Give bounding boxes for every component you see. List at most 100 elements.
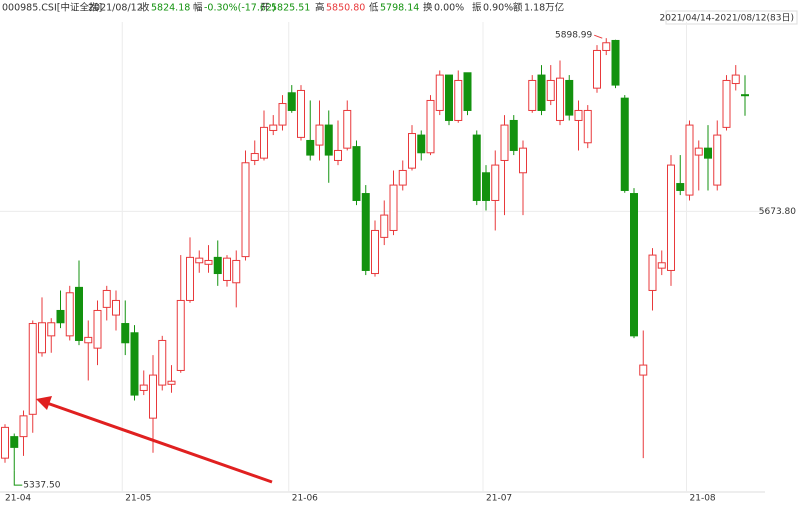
candle-body — [315, 124, 324, 146]
candle-body — [84, 336, 93, 344]
candle-body — [546, 79, 555, 101]
candle-body — [158, 339, 167, 386]
plot: 21-04 21-05 21-06 21-07 21-08 5673.80 5898.99 5… — [0, 22, 796, 504]
candle-body — [343, 109, 352, 149]
candle-body — [269, 124, 278, 131]
candle-body — [519, 147, 527, 174]
candle-body — [47, 322, 56, 337]
code: 000985.CSI[中证全指] — [2, 2, 102, 14]
label: 高 — [315, 2, 325, 14]
value: 1.18万亿 — [524, 2, 564, 14]
candle-body — [426, 99, 435, 154]
annotation-line — [13, 470, 23, 486]
value: 5824.18 — [151, 3, 190, 14]
candle-body — [287, 92, 296, 111]
candle-body — [509, 119, 518, 151]
candle-body — [195, 257, 204, 264]
candle-body — [250, 153, 259, 161]
candle-body — [417, 134, 426, 154]
candle-body — [352, 146, 361, 201]
candle-body — [408, 133, 416, 169]
candle-body — [334, 149, 342, 161]
x-tick-label: 21-04 — [5, 494, 31, 504]
x-tick-label: 21-08 — [690, 494, 716, 504]
candle-body — [297, 89, 305, 138]
candle-body — [19, 415, 28, 438]
value: 0.00% — [434, 3, 464, 14]
candle-body — [75, 286, 83, 341]
x-tick-label: 21-05 — [125, 494, 151, 504]
candle-body — [380, 214, 389, 238]
value: 5798.14 — [380, 3, 419, 14]
candle-body — [260, 126, 268, 159]
label: 换 — [423, 2, 433, 14]
label: 收 — [140, 2, 150, 14]
candle-body — [28, 323, 37, 415]
label: 振 — [472, 2, 482, 14]
candle-body — [630, 193, 638, 337]
candle-body — [482, 172, 490, 201]
candle-body — [102, 289, 111, 308]
candle-body — [10, 436, 19, 448]
candle-body — [213, 256, 222, 275]
candle-body — [593, 49, 601, 89]
candle-body — [278, 103, 287, 126]
y-tick-label: 5673.80 — [759, 207, 796, 217]
candle-body — [648, 254, 657, 291]
candle-body — [324, 124, 333, 156]
value: 0.90% — [483, 3, 513, 14]
candle-body — [602, 42, 611, 51]
candle-body — [121, 323, 130, 344]
candle-body — [537, 74, 546, 111]
candle-body — [639, 364, 648, 376]
candle-body — [491, 164, 500, 201]
candle-body — [528, 79, 537, 111]
label: 开 — [260, 3, 270, 14]
annotation-line — [594, 34, 603, 39]
label: 额 — [513, 2, 523, 14]
candle-body — [620, 97, 629, 191]
candle-body — [445, 74, 453, 121]
candle-body — [306, 139, 315, 156]
candle-body — [565, 79, 574, 116]
candle-body — [611, 39, 620, 86]
candle-body — [556, 77, 564, 121]
value: -0.30%(-17.62) — [204, 3, 276, 14]
candle-body — [500, 124, 509, 161]
candle-body — [112, 299, 120, 316]
candle-body — [149, 374, 157, 419]
candle-body — [232, 259, 241, 284]
value: 5850.80 — [326, 3, 365, 14]
candle-body — [435, 74, 444, 111]
x-tick-label: 21-07 — [486, 494, 512, 504]
candle-body — [731, 74, 740, 85]
candle-body — [694, 147, 703, 156]
candle-body — [93, 309, 102, 349]
candle-body — [398, 169, 407, 186]
candle-body — [676, 183, 685, 191]
candle-body — [186, 256, 194, 301]
candle-body — [389, 184, 398, 231]
arrow-head — [36, 396, 52, 410]
candle-body — [361, 193, 370, 271]
candle-body — [56, 309, 65, 324]
candle-body — [463, 72, 472, 111]
candle-body — [657, 262, 666, 269]
header: 000985.CSI[中证全指] 2021/08/12 收 5824.18 幅 … — [2, 2, 564, 14]
candle-body — [713, 134, 722, 186]
candle-body — [472, 134, 481, 201]
candle-body — [241, 162, 250, 258]
candle-body — [167, 380, 176, 385]
label: 幅 — [193, 2, 203, 14]
annotation: 5337.50 — [23, 481, 60, 491]
candle-body — [204, 259, 213, 265]
candle-body — [722, 79, 731, 128]
candle-body — [1, 426, 9, 459]
candle-body — [371, 229, 379, 275]
candle-body — [223, 257, 231, 281]
x-tick-label: 21-06 — [292, 494, 318, 504]
candle-body — [130, 332, 139, 396]
candle-body — [704, 147, 712, 159]
range-box — [665, 10, 798, 25]
